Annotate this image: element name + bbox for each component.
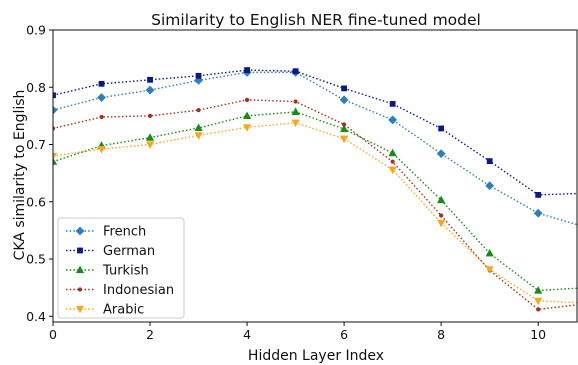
legend-label: Arabic [103,303,144,318]
data-point-indonesian [99,114,104,120]
data-point-arabic [291,119,300,128]
data-point-turkish [534,286,543,294]
data-point-french [485,181,495,191]
data-point-arabic [242,124,252,132]
y-tick-label: 0.4 [26,309,46,324]
data-point-french [145,85,155,95]
legend-label: French [103,225,146,240]
data-point-indonesian [293,99,298,104]
series-indonesian [53,97,577,312]
data-point-indonesian [244,97,250,102]
legend-label: Turkish [102,264,149,279]
y-tick-label: 0.9 [26,23,46,38]
data-point-turkish [53,157,58,165]
data-point-german [438,125,445,132]
y-tick-label: 0.8 [26,80,46,95]
data-point-turkish [340,124,349,133]
data-point-turkish [145,133,155,141]
legend-marker [77,287,83,292]
legend-box [57,217,185,319]
data-point-turkish [242,111,252,119]
data-point-turkish [437,195,446,204]
series-arabic [53,119,577,306]
x-tick-label: 10 [530,327,546,342]
legend-item-arabic: Arabic [66,303,144,318]
legend-label: German [103,244,155,259]
x-tick-label: 0 [49,327,57,342]
data-point-indonesian [390,159,395,164]
data-point-turkish [485,248,494,257]
data-point-french [436,149,446,159]
data-point-german [389,100,396,107]
x-axis-label: Hidden Layer Index [248,348,384,364]
data-point-arabic [53,152,58,161]
data-point-french [339,95,349,105]
legend-item-french: French [66,225,146,240]
data-point-arabic [485,266,494,274]
legend-item-german: German [66,244,155,259]
data-point-german [292,68,299,75]
data-point-german [244,67,250,73]
data-point-indonesian [342,122,347,127]
data-point-arabic [194,132,203,140]
data-point-german [195,72,202,79]
y-axis-label: CKA similarity to English [12,90,28,261]
series-french [53,67,577,226]
y-tick-label: 0.7 [26,137,46,152]
data-point-german [486,158,493,165]
data-point-french [388,115,398,125]
data-point-arabic [534,297,543,306]
x-tick-label: 8 [437,327,445,342]
series-line-french [53,71,577,226]
legend-marker [77,247,83,254]
data-point-arabic [340,135,349,144]
legend: French German Turkish Indonesian Arabic [57,217,185,319]
data-point-arabic [145,141,155,149]
y-tick-label: 0.6 [26,194,46,209]
legend-item-turkish: Turkish [66,264,149,279]
y-axis: 0.4 0.5 0.6 0.7 0.8 0.9 [26,23,53,324]
legend-item-indonesian: Indonesian [66,283,174,298]
data-point-indonesian [439,213,444,218]
data-point-indonesian [147,113,153,118]
data-point-german [98,80,105,87]
series-line-german [53,69,577,196]
x-axis: 0 2 4 6 8 10 [49,322,546,342]
data-point-turkish [291,107,300,115]
data-point-turkish [194,123,203,132]
data-point-french [53,105,58,115]
x-tick-label: 6 [340,327,348,342]
legend-marker [75,305,85,314]
data-point-arabic [388,166,397,175]
legend-label: Indonesian [103,283,174,298]
series-layer [53,67,577,312]
data-point-german [147,76,153,83]
data-point-indonesian [536,307,541,312]
legend-marker [75,226,85,236]
data-point-german [341,85,348,92]
data-point-indonesian [196,108,201,113]
chart-title: Similarity to English NER fine-tuned mod… [151,11,481,29]
y-tick-label: 0.5 [26,252,46,267]
data-point-german [535,191,542,198]
series-german [53,67,577,198]
data-point-arabic [97,145,106,154]
legend-marker [75,265,85,274]
data-point-french [533,208,543,218]
plot-frame [52,29,578,323]
x-tick-label: 2 [146,327,154,342]
data-point-arabic [437,219,446,228]
data-point-french [97,93,106,102]
x-tick-label: 4 [243,327,251,342]
data-point-turkish [388,148,397,157]
